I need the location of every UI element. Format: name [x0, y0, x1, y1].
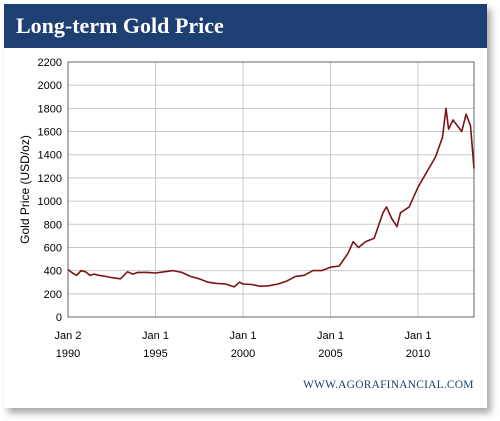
- y-tick-label: 1800: [38, 103, 62, 115]
- y-tick-label: 1200: [38, 173, 62, 185]
- x-tick-label: Jan 1: [405, 330, 432, 342]
- x-tick-year: 2000: [231, 348, 255, 360]
- chart-title: Long-term Gold Price: [16, 13, 224, 38]
- x-tick-label: Jan 2: [55, 330, 82, 342]
- y-tick-label: 400: [44, 266, 62, 278]
- title-bar: Long-term Gold Price: [4, 4, 487, 48]
- x-axis-ticks: Jan 2 1990 Jan 1 1995 Jan 1 2000 Jan 1 2005 Jan …: [55, 330, 432, 360]
- gold-price-line: [67, 107, 475, 288]
- x-tick-year: 1990: [56, 348, 80, 360]
- y-tick-label: 1600: [38, 127, 62, 139]
- x-tick-year: 2010: [406, 348, 430, 360]
- y-tick-label: 600: [44, 242, 62, 254]
- x-tick-label: Jan 1: [142, 330, 169, 342]
- x-tick-year: 2005: [318, 348, 342, 360]
- chart-card: [4, 4, 487, 408]
- grid-lines: [68, 61, 474, 318]
- x-tick-label: Jan 1: [317, 330, 344, 342]
- y-tick-label: 2000: [38, 80, 62, 92]
- y-tick-label: 1000: [38, 196, 62, 208]
- source-credit: WWW.AGORAFINANCIAL.COM: [303, 379, 474, 391]
- y-axis-label: Gold Price (USD/oz): [18, 135, 32, 244]
- y-tick-label: 200: [44, 289, 62, 301]
- x-tick-year: 1995: [143, 348, 167, 360]
- y-tick-label: 0: [56, 312, 62, 324]
- plot-frame: [67, 61, 475, 318]
- y-axis-ticks: 0 200 400 600 800 1000 1200 1400 1600 1800 2000 220…: [38, 57, 62, 324]
- y-tick-label: 800: [44, 219, 62, 231]
- y-tick-label: 2200: [38, 57, 62, 69]
- x-tick-label: Jan 1: [230, 330, 257, 342]
- y-tick-label: 1400: [38, 150, 62, 162]
